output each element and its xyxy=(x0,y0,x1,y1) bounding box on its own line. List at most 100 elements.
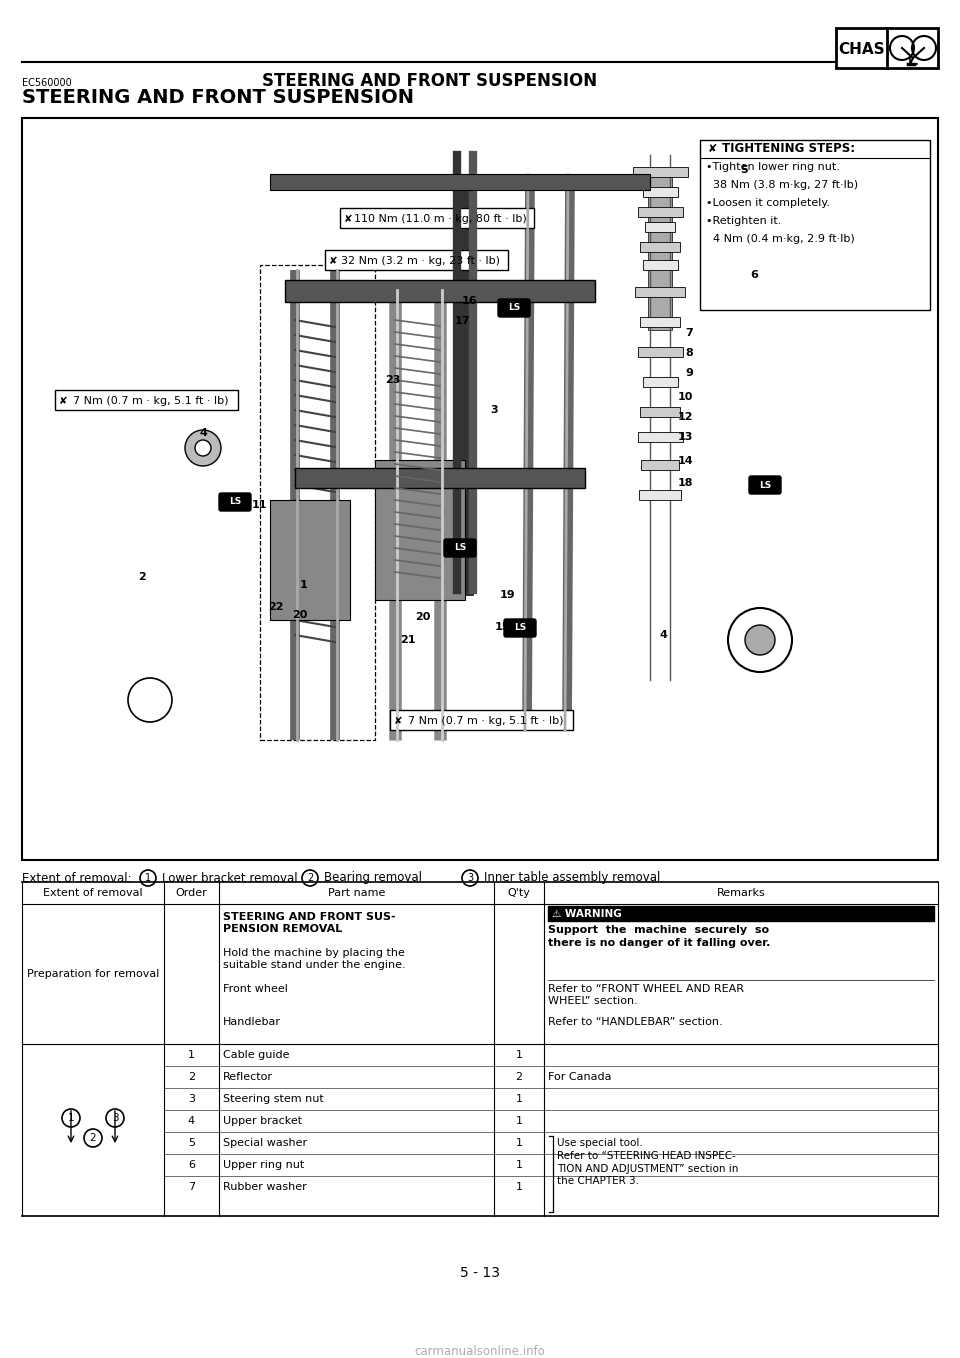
Text: Upper ring nut: Upper ring nut xyxy=(223,1160,304,1171)
Text: 3: 3 xyxy=(490,405,497,416)
Text: 17: 17 xyxy=(455,316,470,326)
Text: EC560000: EC560000 xyxy=(22,77,72,88)
Text: Remarks: Remarks xyxy=(717,888,765,898)
Text: 20: 20 xyxy=(415,612,430,622)
Text: carmanualsonline.info: carmanualsonline.info xyxy=(415,1344,545,1358)
Text: 16: 16 xyxy=(462,296,478,306)
Text: 9: 9 xyxy=(685,368,693,378)
Text: 22: 22 xyxy=(268,602,283,612)
Text: CHAS: CHAS xyxy=(839,42,885,57)
Bar xyxy=(633,167,688,177)
Circle shape xyxy=(195,440,211,456)
Text: Inner table assembly removal: Inner table assembly removal xyxy=(484,872,660,884)
FancyBboxPatch shape xyxy=(219,493,251,511)
Text: LS: LS xyxy=(514,623,526,633)
Bar xyxy=(640,407,680,417)
Bar xyxy=(55,390,238,410)
Text: 12: 12 xyxy=(678,411,693,422)
FancyBboxPatch shape xyxy=(749,477,781,494)
Text: 7: 7 xyxy=(188,1181,195,1192)
Bar xyxy=(340,208,534,228)
Text: 1: 1 xyxy=(516,1050,522,1061)
Text: 1: 1 xyxy=(188,1050,195,1061)
Text: 1: 1 xyxy=(145,873,151,883)
Text: Steering stem nut: Steering stem nut xyxy=(223,1095,324,1104)
Circle shape xyxy=(745,625,775,655)
Text: 5: 5 xyxy=(740,166,748,175)
Text: ✘: ✘ xyxy=(708,144,717,153)
Text: 3: 3 xyxy=(188,1095,195,1104)
Bar xyxy=(641,460,679,470)
Text: Extent of removal:: Extent of removal: xyxy=(22,872,132,884)
Text: 1: 1 xyxy=(300,580,308,589)
Text: Q'ty: Q'ty xyxy=(508,888,530,898)
Text: 1: 1 xyxy=(67,1114,74,1123)
Text: 5: 5 xyxy=(188,1138,195,1148)
Text: 18: 18 xyxy=(678,478,693,488)
Bar xyxy=(325,250,508,270)
Text: LS: LS xyxy=(228,497,241,507)
Text: ✘: ✘ xyxy=(328,257,337,266)
Text: Handlebar: Handlebar xyxy=(223,1017,281,1027)
Text: Hold the machine by placing the
suitable stand under the engine.: Hold the machine by placing the suitable… xyxy=(223,948,405,971)
Text: Use special tool.
Refer to “STEERING HEAD INSPEC-
TION AND ADJUSTMENT” section i: Use special tool. Refer to “STEERING HEA… xyxy=(557,1138,738,1187)
Bar xyxy=(270,500,350,621)
Text: Order: Order xyxy=(176,888,207,898)
Text: 13: 13 xyxy=(678,432,693,441)
Bar xyxy=(295,469,585,488)
Text: Support  the  machine  securely  so
there is no danger of it falling over.: Support the machine securely so there is… xyxy=(548,925,771,948)
Text: 4: 4 xyxy=(200,428,208,439)
FancyBboxPatch shape xyxy=(504,619,536,637)
Text: 3: 3 xyxy=(467,873,473,883)
Bar xyxy=(260,265,375,740)
Text: STEERING AND FRONT SUS-
PENSION REMOVAL: STEERING AND FRONT SUS- PENSION REMOVAL xyxy=(223,913,396,934)
Text: 1: 1 xyxy=(516,1138,522,1148)
Bar xyxy=(22,118,938,860)
Text: 6: 6 xyxy=(750,270,757,280)
Text: 3: 3 xyxy=(111,1114,118,1123)
Text: 110 Nm (11.0 m · kg, 80 ft · lb): 110 Nm (11.0 m · kg, 80 ft · lb) xyxy=(354,215,527,224)
Text: 32 Nm (3.2 m · kg, 23 ft · lb): 32 Nm (3.2 m · kg, 23 ft · lb) xyxy=(341,257,500,266)
Text: 2: 2 xyxy=(307,873,313,883)
Text: 7: 7 xyxy=(685,329,693,338)
Bar xyxy=(375,460,465,600)
Text: 5 - 13: 5 - 13 xyxy=(460,1266,500,1281)
Text: LS: LS xyxy=(758,481,771,489)
Text: •Loosen it completely.: •Loosen it completely. xyxy=(706,198,830,208)
Text: 2: 2 xyxy=(516,1071,522,1082)
Text: 1: 1 xyxy=(516,1160,522,1171)
Text: 15: 15 xyxy=(495,622,511,631)
Text: Refer to “HANDLEBAR” section.: Refer to “HANDLEBAR” section. xyxy=(548,1017,723,1027)
Text: ✘: ✘ xyxy=(59,397,67,406)
Text: Refer to “FRONT WHEEL AND REAR
WHEEL” section.: Refer to “FRONT WHEEL AND REAR WHEEL” se… xyxy=(548,985,744,1006)
Text: Bearing removal: Bearing removal xyxy=(324,872,422,884)
Text: ✘: ✘ xyxy=(394,716,402,727)
Bar xyxy=(700,140,930,310)
Bar xyxy=(648,170,672,330)
Text: ✘: ✘ xyxy=(344,215,352,224)
Text: 2: 2 xyxy=(89,1133,96,1143)
Text: Reflector: Reflector xyxy=(223,1071,273,1082)
Text: Preparation for removal: Preparation for removal xyxy=(27,970,159,979)
Bar xyxy=(285,280,595,301)
Text: 1: 1 xyxy=(516,1116,522,1126)
Bar xyxy=(457,175,473,595)
Text: LS: LS xyxy=(508,303,520,312)
Text: 7 Nm (0.7 m · kg, 5.1 ft · lb): 7 Nm (0.7 m · kg, 5.1 ft · lb) xyxy=(73,397,228,406)
Bar xyxy=(640,316,680,327)
Text: 4: 4 xyxy=(660,630,668,640)
Bar xyxy=(638,206,683,217)
FancyBboxPatch shape xyxy=(444,539,476,557)
Text: 19: 19 xyxy=(500,589,516,600)
Text: Part name: Part name xyxy=(327,888,385,898)
Text: 11: 11 xyxy=(252,500,268,511)
Bar xyxy=(643,259,678,270)
Text: 21: 21 xyxy=(400,636,416,645)
Bar xyxy=(270,174,650,190)
Text: Special washer: Special washer xyxy=(223,1138,307,1148)
Text: 4: 4 xyxy=(188,1116,195,1126)
Text: 38 Nm (3.8 m·kg, 27 ft·lb): 38 Nm (3.8 m·kg, 27 ft·lb) xyxy=(706,181,858,190)
Bar xyxy=(836,29,938,68)
Text: 20: 20 xyxy=(292,610,307,621)
Text: Rubber washer: Rubber washer xyxy=(223,1181,306,1192)
